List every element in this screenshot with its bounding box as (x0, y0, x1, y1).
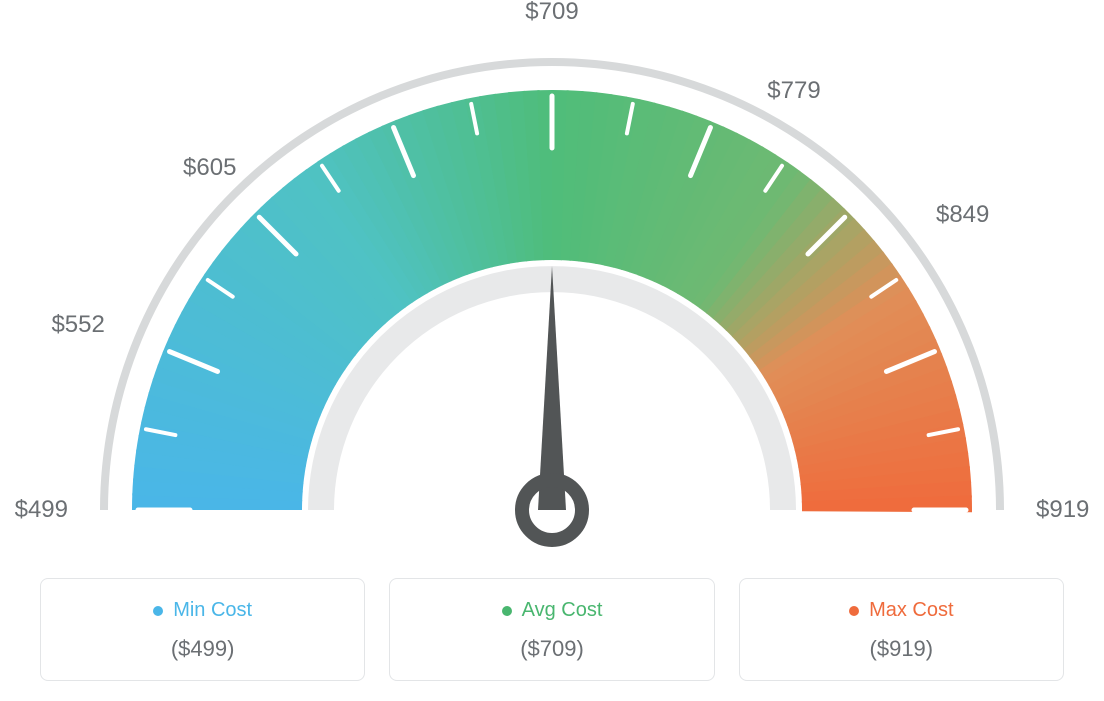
scale-label: $849 (936, 201, 989, 229)
dot-icon (849, 606, 859, 616)
legend-label: Max Cost (869, 599, 953, 622)
legend-row: Min Cost ($499) Avg Cost ($709) Max Cost… (20, 578, 1084, 681)
legend-card-min: Min Cost ($499) (40, 578, 365, 681)
legend-value: ($919) (750, 636, 1053, 662)
legend-title-min: Min Cost (153, 599, 252, 622)
scale-label: $605 (183, 154, 236, 182)
dot-icon (153, 606, 163, 616)
scale-label: $552 (51, 311, 104, 339)
scale-label: $499 (15, 496, 68, 524)
legend-card-max: Max Cost ($919) (739, 578, 1064, 681)
cost-gauge: $499$552$605$709$779$849$919 (20, 20, 1084, 560)
scale-label: $779 (767, 77, 820, 105)
legend-label: Avg Cost (522, 599, 603, 622)
legend-title-avg: Avg Cost (502, 599, 603, 622)
scale-label: $709 (525, 0, 578, 26)
gauge-svg (20, 20, 1084, 560)
scale-label: $919 (1036, 496, 1089, 524)
dot-icon (502, 606, 512, 616)
legend-value: ($499) (51, 636, 354, 662)
legend-title-max: Max Cost (849, 599, 953, 622)
legend-card-avg: Avg Cost ($709) (389, 578, 714, 681)
legend-value: ($709) (400, 636, 703, 662)
legend-label: Min Cost (173, 599, 252, 622)
